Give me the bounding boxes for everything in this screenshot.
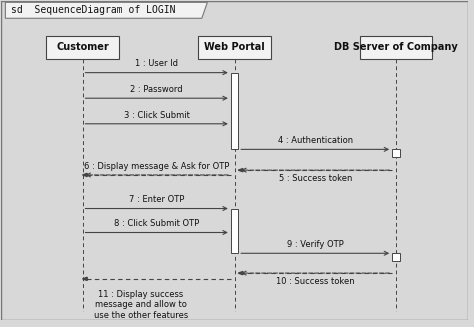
Polygon shape (5, 2, 208, 18)
Text: 6 : Display message & Ask for OTP: 6 : Display message & Ask for OTP (84, 162, 229, 171)
Bar (392, 149, 400, 157)
Bar (46, 36, 119, 59)
Text: 9 : Verify OTP: 9 : Verify OTP (287, 240, 344, 249)
Text: 11 : Display success
message and allow to
use the other features: 11 : Display success message and allow t… (94, 290, 188, 320)
Text: DB Server of Company: DB Server of Company (334, 42, 458, 52)
Text: 3 : Click Submit: 3 : Click Submit (124, 111, 190, 120)
Bar (198, 36, 271, 59)
Polygon shape (82, 277, 87, 281)
Text: 8 : Click Submit OTP: 8 : Click Submit OTP (114, 219, 199, 228)
Bar (392, 253, 400, 261)
Text: sd  SequenceDiagram of LOGIN: sd SequenceDiagram of LOGIN (11, 5, 175, 15)
Text: 1 : User Id: 1 : User Id (135, 60, 178, 68)
Text: 5 : Success token: 5 : Success token (279, 174, 352, 183)
Bar (231, 73, 238, 149)
Bar (360, 36, 432, 59)
Text: 7 : Enter OTP: 7 : Enter OTP (129, 195, 184, 204)
Bar (231, 209, 238, 253)
Polygon shape (238, 271, 243, 275)
Text: Web Portal: Web Portal (204, 42, 265, 52)
Polygon shape (82, 173, 87, 177)
Text: 2 : Password: 2 : Password (130, 85, 183, 94)
Text: 4 : Authentication: 4 : Authentication (278, 136, 353, 145)
Text: Customer: Customer (56, 42, 109, 52)
Text: 10 : Success token: 10 : Success token (276, 277, 355, 286)
Polygon shape (238, 168, 243, 172)
